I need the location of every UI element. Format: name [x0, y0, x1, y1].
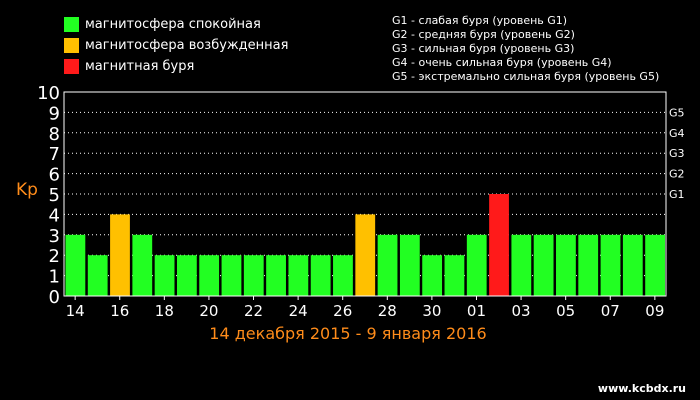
period-label-text: 14 декабря 2015 - 9 января 2016: [209, 324, 487, 343]
legend-item-active: магнитосфера возбужденная: [64, 35, 288, 56]
storm-level-g3: G3 - сильная буря (уровень G3): [392, 42, 575, 55]
x-tick-label: 30: [422, 302, 441, 320]
y-tick-label: 0: [49, 287, 60, 308]
y-tick-label: 3: [49, 226, 60, 247]
legend-label-storm: магнитная буря: [85, 59, 195, 74]
bar-06: [578, 234, 599, 296]
storm-level-g4: G4 - очень сильная буря (уровень G4): [392, 56, 612, 69]
y-tick-label: 8: [49, 124, 60, 145]
storm-tick-g4: G4: [669, 127, 685, 140]
bar-09: [645, 234, 665, 296]
bar-16: [110, 214, 130, 296]
bar-15: [87, 255, 108, 296]
y-tick-label: 10: [37, 83, 60, 104]
legend-label-active: магнитосфера возбужденная: [85, 38, 289, 53]
legend-swatch-quiet: [64, 17, 79, 32]
bar-01: [466, 234, 487, 296]
y-tick-label: 5: [49, 185, 60, 206]
bar-30: [422, 255, 443, 296]
bar-31: [444, 255, 465, 296]
x-tick-label: 05: [556, 302, 575, 320]
bar-26: [333, 255, 353, 296]
x-tick-label: 26: [333, 302, 352, 320]
bar-21: [221, 255, 242, 296]
bar-02: [489, 194, 509, 296]
y-tick-label: 4: [49, 205, 60, 226]
y-tick-label: 7: [49, 144, 60, 165]
bar-14: [65, 234, 86, 296]
y-tick-label: 9: [49, 103, 60, 124]
x-tick-label: 01: [467, 302, 486, 320]
bar-29: [399, 234, 420, 296]
x-tick-label: 14: [66, 302, 85, 320]
bar-04: [533, 234, 554, 296]
x-tick-label: 20: [199, 302, 218, 320]
period-label: 14 декабря 2015 - 9 января 2016: [0, 324, 700, 343]
y-tick-label: 1: [49, 267, 60, 288]
bar-25: [310, 255, 331, 296]
legend-label-quiet: магнитосфера спокойная: [85, 17, 261, 32]
x-tick-label: 09: [645, 302, 664, 320]
bar-05: [556, 234, 576, 296]
bar-08: [622, 234, 643, 296]
storm-level-g5: G5 - экстремально сильная буря (уровень …: [392, 70, 660, 83]
bar-22: [243, 255, 264, 296]
x-tick-label: 07: [601, 302, 620, 320]
bar-27: [355, 214, 376, 296]
x-tick-label: 16: [110, 302, 129, 320]
storm-level-g1: G1 - слабая буря (уровень G1): [392, 14, 568, 27]
y-tick-label: 2: [49, 246, 60, 267]
y-axis-title: Kp: [16, 180, 38, 200]
x-tick-label: 03: [512, 302, 531, 320]
bar-17: [132, 234, 153, 296]
bar-28: [377, 234, 398, 296]
x-tick-label: 28: [378, 302, 397, 320]
bar-23: [266, 255, 286, 296]
storm-tick-g3: G3: [669, 147, 685, 160]
storm-tick-g2: G2: [669, 168, 685, 181]
bar-24: [288, 255, 309, 296]
legend-swatch-active: [64, 38, 79, 53]
site-watermark: www.kcbdx.ru: [597, 382, 686, 395]
x-tick-label: 24: [289, 302, 308, 320]
storm-tick-g1: G1: [669, 188, 685, 201]
bar-18: [154, 255, 175, 296]
legend-item-quiet: магнитосфера спокойная: [64, 14, 288, 35]
x-tick-label: 22: [244, 302, 263, 320]
bar-20: [199, 255, 220, 296]
storm-level-key: G1 - слабая буря (уровень G1) G2 - средн…: [392, 14, 659, 84]
bar-07: [600, 234, 621, 296]
legend: магнитосфера спокойная магнитосфера возб…: [64, 14, 288, 77]
x-tick-label: 18: [155, 302, 174, 320]
storm-tick-g5: G5: [669, 106, 685, 119]
y-tick-label: 6: [49, 165, 60, 186]
legend-item-storm: магнитная буря: [64, 56, 288, 77]
bar-19: [176, 255, 197, 296]
plot-frame: [63, 91, 667, 297]
storm-level-g2: G2 - средняя буря (уровень G2): [392, 28, 575, 41]
bar-03: [511, 234, 532, 296]
legend-swatch-storm: [64, 59, 79, 74]
